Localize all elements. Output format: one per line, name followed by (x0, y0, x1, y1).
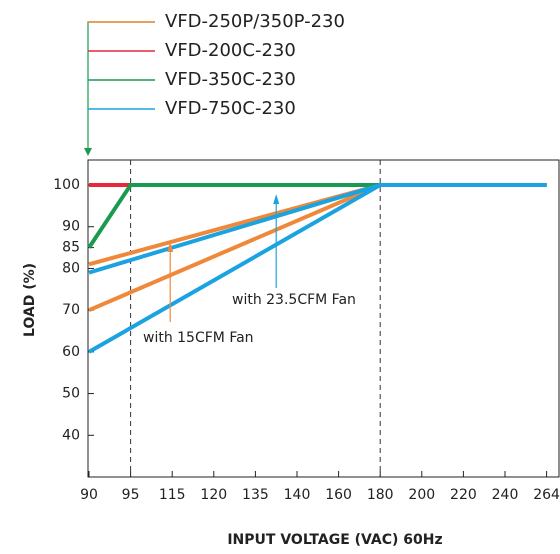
y-tick-label: 70 (62, 302, 80, 318)
x-tick-label: 115 (159, 487, 186, 503)
annotation: with 15CFM Fan (143, 330, 254, 346)
annotation: with 23.5CFM Fan (232, 292, 356, 308)
y-tick-label: 90 (62, 219, 80, 235)
y-tick-label: 40 (62, 427, 80, 443)
y-axis-title: LOAD (%) (22, 263, 38, 337)
data-line (88, 183, 547, 354)
annotation-arrowhead (273, 194, 280, 204)
legend-label: VFD-350C-230 (165, 69, 296, 90)
legend-bracket (87, 21, 155, 150)
x-tick-label: 160 (325, 487, 352, 503)
legend-label: VFD-200C-230 (165, 40, 296, 61)
x-tick-label: 220 (450, 487, 477, 503)
y-tick-label: 50 (62, 386, 80, 402)
annotation-arrowhead (167, 242, 174, 252)
plot-frame (87, 159, 560, 478)
y-tick-label: 80 (62, 260, 80, 276)
x-tick-label: 264 (533, 487, 560, 503)
legend-label: VFD-250P/350P-230 (165, 11, 345, 32)
data-line (88, 183, 547, 275)
x-tick-label: 95 (122, 487, 140, 503)
x-tick-label: 120 (200, 487, 227, 503)
x-tick-label: 240 (492, 487, 519, 503)
legend-arrow (84, 148, 92, 156)
x-tick-label: 200 (408, 487, 435, 503)
y-tick-label: 85 (62, 240, 80, 256)
y-tick-label: 100 (53, 177, 80, 193)
x-tick-label: 180 (367, 487, 394, 503)
x-tick-label: 140 (284, 487, 311, 503)
y-tick-label: 60 (62, 344, 80, 360)
legend-label: VFD-750C-230 (165, 98, 296, 119)
x-tick-label: 135 (242, 487, 269, 503)
data-line (87, 183, 547, 249)
x-axis-title: INPUT VOLTAGE (VAC) 60Hz (227, 532, 442, 548)
x-tick-label: 90 (80, 487, 98, 503)
